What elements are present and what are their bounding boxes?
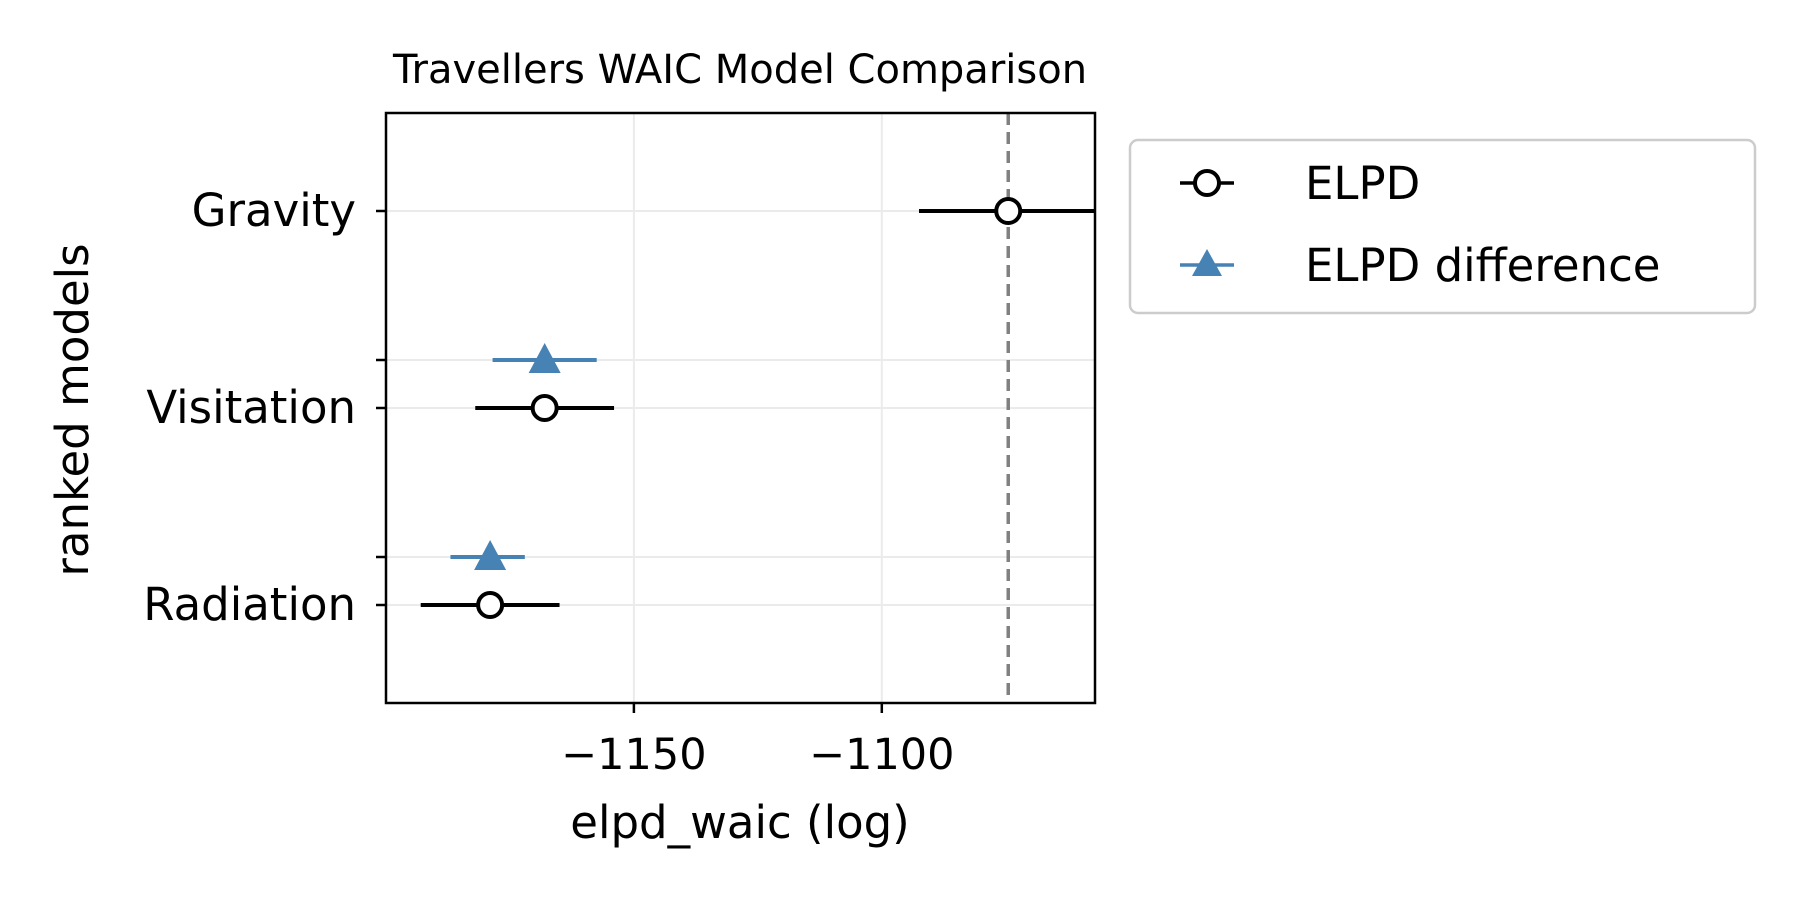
- y-tick-label: Visitation: [146, 381, 356, 434]
- legend-diff-label: ELPD difference: [1305, 239, 1661, 292]
- elpd-point: [476, 591, 505, 619]
- elpd-point: [994, 197, 1023, 225]
- legend-diff-marker: [1192, 249, 1222, 276]
- legend-frame: [1128, 138, 1757, 315]
- x-tick-label: −1150: [561, 730, 706, 780]
- elpd-diff-point: [528, 343, 561, 373]
- legend: ELPD ELPD difference: [1128, 138, 1757, 315]
- legend-elpd-marker: [1193, 169, 1221, 197]
- plot-area: −1150 −1100 Gravity Visitation Radiation: [143, 111, 1097, 780]
- y-tick-label: Radiation: [143, 578, 356, 631]
- y-axis-label: ranked models: [46, 243, 99, 576]
- elpd-point: [530, 394, 559, 422]
- x-axis-label: elpd_waic (log): [570, 796, 909, 849]
- elpd-diff-point: [474, 540, 507, 570]
- x-tick-label: −1100: [809, 730, 954, 780]
- legend-elpd-label: ELPD: [1305, 157, 1420, 210]
- chart-title: Travellers WAIC Model Comparison: [392, 47, 1087, 93]
- y-tick-label: Gravity: [192, 184, 356, 237]
